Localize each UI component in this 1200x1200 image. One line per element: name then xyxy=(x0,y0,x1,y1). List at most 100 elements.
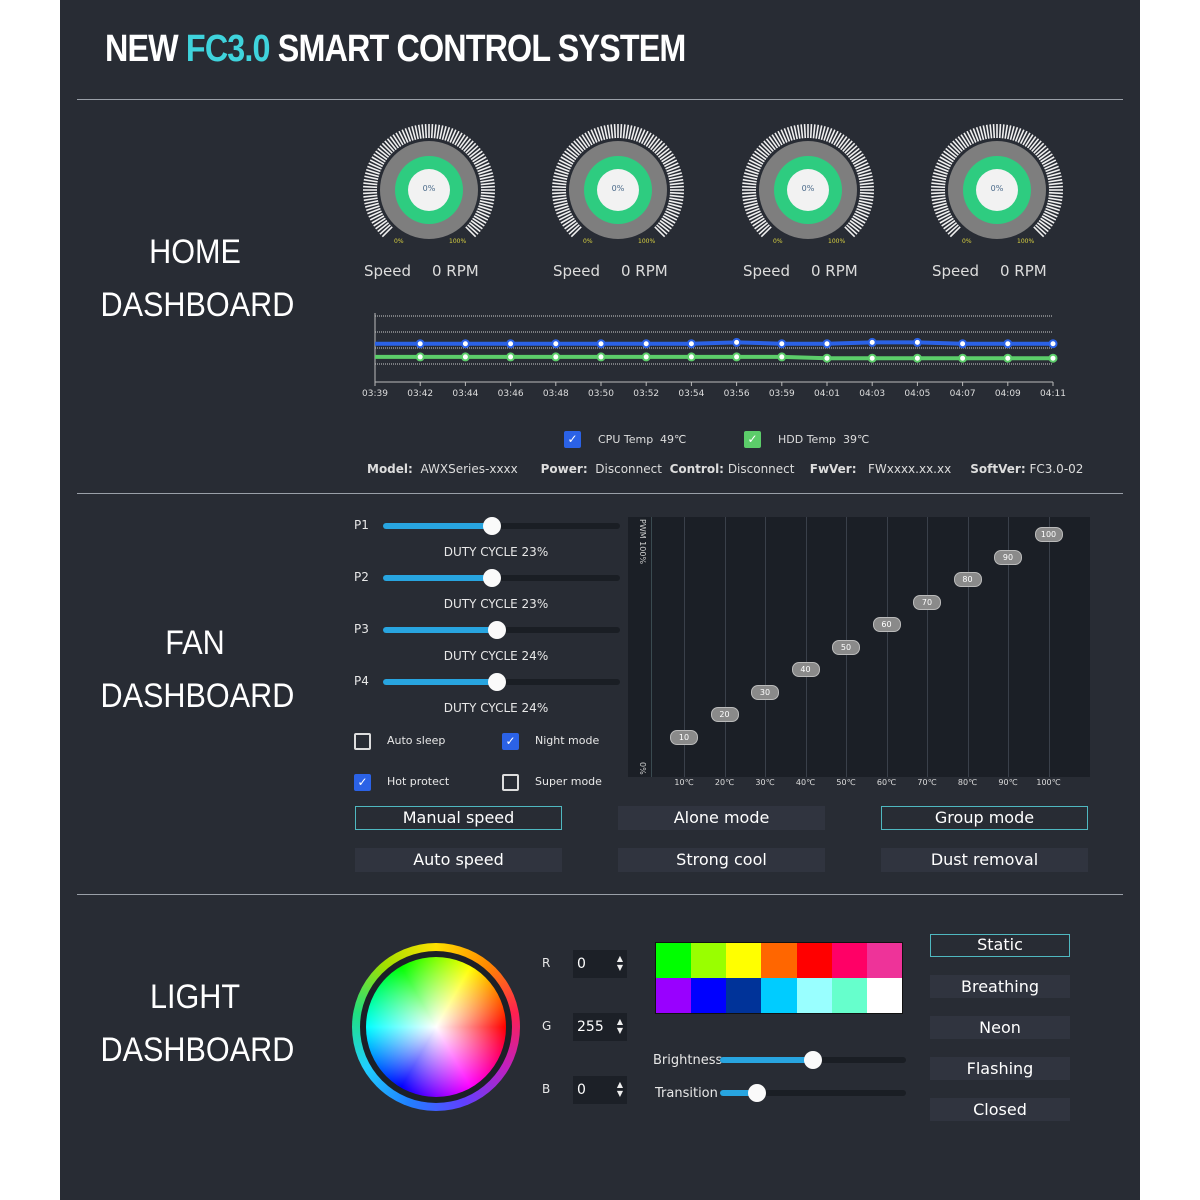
gauge-tick xyxy=(933,205,948,212)
light-dashboard-heading: LIGHT DASHBOARD xyxy=(100,978,295,1069)
curve-point[interactable]: 100 xyxy=(1034,527,1063,543)
gauge-tick xyxy=(835,134,845,147)
color-swatch[interactable] xyxy=(726,943,762,978)
fan-mode-button[interactable]: Alone mode xyxy=(618,806,825,830)
gauge-tick xyxy=(479,200,494,205)
gauge-tick xyxy=(456,134,466,147)
color-swatch[interactable] xyxy=(796,943,832,978)
fan-mode-button[interactable]: Auto speed xyxy=(355,848,562,872)
gauge-tick xyxy=(369,159,384,168)
gauge-tick xyxy=(386,138,397,151)
gauge-tick xyxy=(570,226,582,238)
slider-handle[interactable] xyxy=(483,569,502,587)
slider-handle[interactable] xyxy=(483,517,502,535)
gauge-tick xyxy=(945,147,958,158)
gauge-tick xyxy=(654,226,666,238)
curve-point[interactable]: 70 xyxy=(913,594,941,610)
cpu-temp-checkbox[interactable]: ✓ xyxy=(564,431,581,448)
gauge-max-label: 100% xyxy=(449,238,467,245)
light-mode-button[interactable]: Closed xyxy=(930,1098,1070,1121)
color-swatch[interactable] xyxy=(866,943,902,978)
cpu-temp-label: CPU Temp xyxy=(598,433,654,446)
color-wheel[interactable] xyxy=(352,943,520,1111)
curve-point[interactable]: 40 xyxy=(791,662,820,678)
light-mode-button[interactable]: Flashing xyxy=(930,1057,1070,1080)
gauge-tick xyxy=(480,185,495,189)
spin-arrows-icon[interactable]: ▲ ▼ xyxy=(616,1017,623,1035)
fan-mode-button[interactable]: Strong cool xyxy=(618,848,825,872)
color-swatch[interactable] xyxy=(656,943,692,978)
color-swatch[interactable] xyxy=(831,943,867,978)
checkbox[interactable] xyxy=(354,733,371,750)
brightness-slider[interactable] xyxy=(720,1051,906,1069)
slider-handle[interactable] xyxy=(487,673,506,691)
hdd-temp-checkbox[interactable]: ✓ xyxy=(744,431,761,448)
checkbox[interactable] xyxy=(502,774,519,791)
gauge-tick xyxy=(633,126,640,141)
gauge-tick xyxy=(744,202,758,208)
gauge-tick xyxy=(750,156,764,165)
color-swatch[interactable] xyxy=(761,978,797,1013)
light-mode-button[interactable]: Breathing xyxy=(930,975,1070,998)
gauge-tick xyxy=(564,219,577,230)
gauge-tick xyxy=(859,194,874,198)
transition-slider[interactable] xyxy=(720,1084,906,1102)
rgb-spinbox[interactable]: 0 ▲ ▼ xyxy=(573,1076,627,1104)
gauge-tick xyxy=(363,194,378,198)
color-swatch[interactable] xyxy=(726,978,762,1013)
light-mode-button[interactable]: Static xyxy=(930,934,1070,957)
color-swatch[interactable] xyxy=(691,978,727,1013)
fan-mode-button[interactable]: Dust removal xyxy=(881,848,1088,872)
curve-point[interactable]: 50 xyxy=(832,639,860,655)
spin-arrows-icon[interactable]: ▲ ▼ xyxy=(616,954,623,972)
gauge-tick xyxy=(1014,128,1022,142)
gauge-tick xyxy=(381,142,393,154)
fan-duty-slider[interactable] xyxy=(383,621,620,639)
gauge-tick xyxy=(949,142,961,154)
curve-point[interactable]: 90 xyxy=(994,549,1022,565)
fan-duty-slider[interactable] xyxy=(383,569,620,587)
gauge-tick xyxy=(568,224,580,235)
light-mode-button[interactable]: Neon xyxy=(930,1016,1070,1039)
slider-handle[interactable] xyxy=(804,1051,822,1069)
color-swatch[interactable] xyxy=(796,978,832,1013)
fan-duty-slider[interactable] xyxy=(383,517,620,535)
hdd-temp-value: 39℃ xyxy=(843,433,870,446)
curve-point[interactable]: 30 xyxy=(751,684,779,700)
gauge-tick xyxy=(786,126,793,141)
gauge-tick xyxy=(446,128,454,142)
curve-point[interactable]: 80 xyxy=(953,572,982,588)
gauge-tick xyxy=(560,215,574,224)
color-swatch[interactable] xyxy=(831,978,867,1013)
gauge-tick xyxy=(742,194,757,198)
curve-point[interactable]: 20 xyxy=(710,707,739,723)
gauge-tick xyxy=(625,124,630,139)
fan-mode-button[interactable]: Manual speed xyxy=(355,806,562,830)
rgb-spinbox[interactable]: 255 ▲ ▼ xyxy=(573,1013,627,1041)
gauge-tick xyxy=(1029,138,1040,151)
curve-point[interactable]: 60 xyxy=(872,617,901,633)
gauge-tick xyxy=(395,132,404,146)
gauge-tick xyxy=(744,205,759,212)
gauge-tick xyxy=(1048,191,1063,195)
fan-duty-slider[interactable] xyxy=(383,673,620,691)
fan-mode-button[interactable]: Group mode xyxy=(881,806,1088,830)
curve-point[interactable]: 10 xyxy=(670,729,698,745)
color-swatch[interactable] xyxy=(656,978,692,1013)
gauge-tick xyxy=(454,132,463,146)
spin-arrows-icon[interactable]: ▲ ▼ xyxy=(616,1080,623,1098)
color-swatch[interactable] xyxy=(761,943,797,978)
checkbox[interactable]: ✓ xyxy=(502,733,519,750)
gauge-tick xyxy=(480,178,495,183)
gauge-tick xyxy=(859,191,874,195)
gauge-tick xyxy=(368,162,382,170)
checkbox[interactable]: ✓ xyxy=(354,774,371,791)
fan-speed-gauge xyxy=(552,124,684,239)
color-swatch[interactable] xyxy=(691,943,727,978)
gauge-tick xyxy=(1009,126,1015,140)
slider-handle[interactable] xyxy=(748,1084,767,1102)
color-swatch[interactable] xyxy=(866,978,902,1013)
rgb-spinbox[interactable]: 0 ▲ ▼ xyxy=(573,950,627,978)
slider-handle[interactable] xyxy=(487,621,506,639)
speed-label: Speed xyxy=(743,262,791,280)
